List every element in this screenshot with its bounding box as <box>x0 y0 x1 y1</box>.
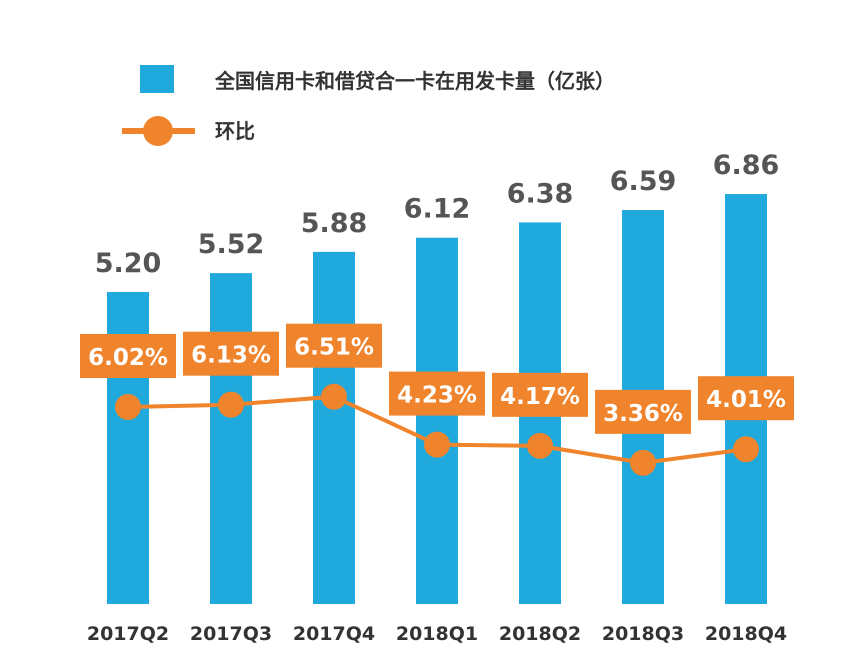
x-tick-label: 2017Q3 <box>190 623 272 645</box>
growth-label: 3.36% <box>603 401 683 427</box>
legend-bar-swatch <box>140 65 174 93</box>
growth-point <box>115 394 141 420</box>
growth-label-box <box>286 323 382 368</box>
x-tick-label: 2018Q2 <box>499 623 581 645</box>
bar-value-label: 6.86 <box>713 150 780 181</box>
legend-line-marker <box>143 116 173 146</box>
x-tick-label: 2017Q4 <box>293 623 375 645</box>
growth-label: 6.51% <box>294 335 374 361</box>
growth-labels: 6.02% 6.13% 6.51% 4.23% 4.17% 3.36% 4.01% <box>80 323 794 434</box>
growth-point <box>527 432 553 459</box>
legend-line-label: 环比 <box>215 119 255 143</box>
growth-label: 6.02% <box>88 345 168 371</box>
growth-label: 4.23% <box>397 383 477 409</box>
growth-label-box <box>698 376 794 421</box>
growth-label: 4.01% <box>706 387 786 413</box>
bar-2018Q1 <box>416 237 458 604</box>
growth-point <box>733 436 759 463</box>
bar-2017Q4 <box>313 251 355 604</box>
growth-label-box <box>183 331 279 376</box>
legend: 全国信用卡和借贷合一卡在用发卡量（亿张） 环比 <box>122 65 615 146</box>
x-tick-label: 2018Q1 <box>396 623 478 645</box>
x-tick-label: 2018Q3 <box>602 623 684 645</box>
bar-value-label: 5.88 <box>301 208 368 239</box>
bar-value-label: 5.52 <box>198 229 265 260</box>
bar-value-label: 6.12 <box>404 194 471 225</box>
bar-value-labels: 5.20 5.52 5.88 6.12 6.38 6.59 6.86 <box>95 150 780 279</box>
growth-label: 4.17% <box>500 384 580 410</box>
growth-point <box>630 449 656 476</box>
growth-point <box>424 431 450 458</box>
growth-label-box <box>80 334 176 378</box>
bar-value-label: 5.20 <box>95 248 162 279</box>
bar-value-label: 6.59 <box>610 166 677 197</box>
growth-point <box>218 391 244 418</box>
growth-point <box>321 383 347 410</box>
x-tick-label: 2017Q2 <box>87 623 169 645</box>
x-axis-tick-labels: 2017Q2 2017Q3 2017Q4 2018Q1 2018Q2 2018Q3 2018… <box>87 623 787 645</box>
legend-bar-label: 全国信用卡和借贷合一卡在用发卡量（亿张） <box>214 69 615 93</box>
bar-2017Q3 <box>210 273 252 604</box>
growth-label-box <box>389 371 485 416</box>
x-tick-label: 2018Q4 <box>705 623 787 645</box>
growth-label-box <box>595 389 691 434</box>
bar-value-label: 6.38 <box>507 178 574 209</box>
growth-line <box>115 383 759 476</box>
growth-label: 6.13% <box>191 343 271 369</box>
growth-label-box <box>492 372 588 417</box>
